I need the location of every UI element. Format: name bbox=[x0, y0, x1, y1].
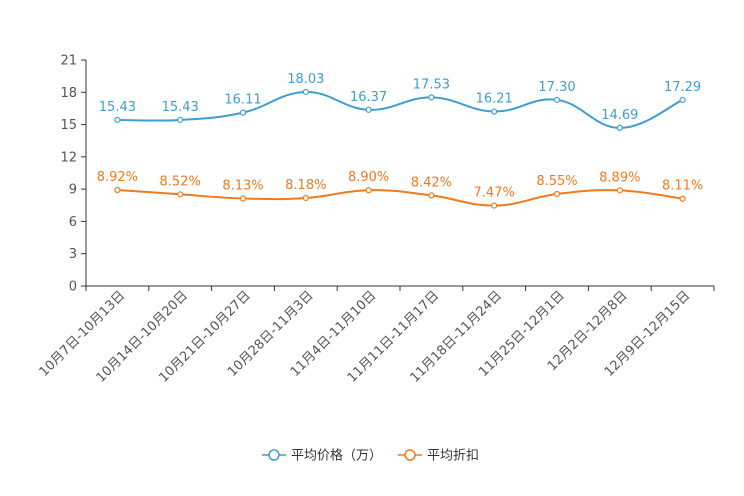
y-tick-label: 6 bbox=[69, 215, 77, 230]
legend-item-average-price[interactable]: 平均价格（万） bbox=[262, 448, 382, 464]
series-average-discount: 8.92% 8.52% 8.13% 8.18% 8.90% 8.42% 7.47% 8.55%… bbox=[97, 170, 703, 209]
y-tick-label: 18 bbox=[60, 86, 77, 101]
y-tick-label: 0 bbox=[69, 280, 77, 295]
data-label: 8.11% bbox=[662, 179, 703, 194]
data-point[interactable] bbox=[177, 116, 184, 124]
data-point[interactable] bbox=[616, 187, 623, 194]
data-label: 15.43 bbox=[99, 100, 136, 115]
data-point[interactable] bbox=[302, 194, 309, 202]
legend-marker-icon bbox=[268, 449, 280, 461]
data-label: 8.42% bbox=[411, 175, 452, 190]
data-point[interactable] bbox=[114, 186, 121, 194]
data-label: 17.30 bbox=[538, 80, 575, 95]
y-tick-label: 3 bbox=[69, 247, 77, 262]
data-point[interactable] bbox=[239, 195, 247, 202]
y-tick-label: 12 bbox=[60, 150, 77, 165]
data-label: 16.37 bbox=[350, 90, 387, 105]
legend: 平均价格（万） 平均折扣 bbox=[262, 448, 479, 464]
data-label: 16.21 bbox=[476, 92, 513, 107]
x-axis: 10月7日-10月13日10月14日-10月20日10月21日-10月27日10… bbox=[37, 285, 715, 386]
data-label: 8.52% bbox=[160, 174, 201, 189]
data-point[interactable] bbox=[365, 106, 372, 113]
data-point[interactable] bbox=[616, 124, 623, 132]
data-label: 15.43 bbox=[162, 100, 199, 115]
data-point[interactable] bbox=[491, 202, 498, 209]
data-point[interactable] bbox=[679, 96, 686, 104]
data-point[interactable] bbox=[302, 88, 309, 96]
y-axis: 0 3 6 9 12 15 18 21 bbox=[60, 54, 87, 295]
y-tick-label: 21 bbox=[60, 54, 77, 69]
legend-item-average-discount[interactable]: 平均折扣 bbox=[398, 449, 479, 464]
data-label: 17.29 bbox=[664, 80, 701, 95]
legend-label: 平均折扣 bbox=[427, 449, 479, 464]
data-point[interactable] bbox=[553, 96, 561, 103]
data-label: 8.89% bbox=[599, 170, 640, 185]
data-point[interactable] bbox=[553, 190, 561, 198]
data-point[interactable] bbox=[428, 94, 435, 101]
data-point[interactable] bbox=[239, 109, 247, 116]
data-point[interactable] bbox=[365, 187, 372, 194]
data-point[interactable] bbox=[428, 192, 435, 199]
data-label: 8.90% bbox=[348, 170, 389, 185]
data-label: 8.18% bbox=[285, 178, 326, 193]
series-average-price: 15.43 15.43 16.11 18.03 16.37 17.53 16.21 17.30… bbox=[99, 72, 701, 132]
data-point[interactable] bbox=[491, 108, 498, 115]
data-label: 14.69 bbox=[601, 108, 638, 123]
data-point[interactable] bbox=[679, 195, 686, 202]
y-tick-label: 9 bbox=[69, 183, 77, 198]
data-label: 8.92% bbox=[97, 170, 138, 185]
data-label: 17.53 bbox=[413, 77, 450, 92]
data-label: 7.47% bbox=[474, 186, 515, 201]
data-label: 8.55% bbox=[536, 174, 577, 189]
data-label: 16.11 bbox=[224, 93, 261, 108]
data-point[interactable] bbox=[114, 116, 121, 124]
legend-marker-icon bbox=[404, 449, 416, 461]
legend-label: 平均价格（万） bbox=[291, 448, 382, 464]
data-point[interactable] bbox=[177, 191, 184, 198]
series-line bbox=[117, 90, 684, 129]
y-tick-label: 15 bbox=[60, 118, 77, 133]
series-line bbox=[117, 189, 683, 207]
data-label: 18.03 bbox=[287, 72, 324, 87]
data-label: 8.13% bbox=[222, 179, 263, 194]
series-layer: 15.43 15.43 16.11 18.03 16.37 17.53 16.21 17.30… bbox=[97, 72, 703, 209]
